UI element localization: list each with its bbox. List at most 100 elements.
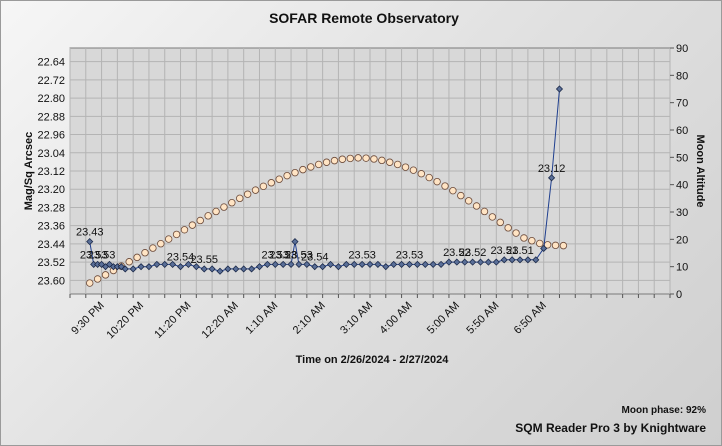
- moon-altitude-point: [180, 226, 189, 234]
- sqm-point: [342, 260, 350, 268]
- x-tick-label: 5:50 AM: [464, 300, 501, 337]
- x-tick-label: 6:50 AM: [512, 300, 549, 337]
- grid-lines: [69, 48, 671, 298]
- sqm-point: [240, 265, 248, 273]
- moon-altitude-point: [236, 194, 244, 203]
- moon-altitude-point: [393, 160, 402, 169]
- sqm-point: [445, 258, 453, 266]
- moon-altitude-point: [559, 241, 568, 250]
- sqm-point: [192, 263, 200, 271]
- sqm-point: [208, 265, 216, 273]
- y2-tick-label: 80: [676, 70, 688, 82]
- moon-altitude-point: [157, 240, 165, 248]
- sqm-point: [469, 258, 477, 266]
- sqm-point: [524, 256, 532, 264]
- moon-altitude-point: [449, 186, 457, 195]
- moon-altitude-point: [362, 154, 370, 162]
- moon-altitude-point: [480, 207, 489, 216]
- y-tick-label: 22.80: [37, 93, 65, 105]
- y-tick-label: 23.60: [37, 275, 65, 287]
- sqm-data-label: 23.51: [490, 245, 518, 257]
- sqm-point: [232, 265, 240, 273]
- x-tick-label: 9:30 PM: [69, 300, 106, 337]
- sqm-data-label: 23.52: [459, 247, 487, 259]
- y2-tick-label: 40: [676, 180, 688, 192]
- y2-tick-label: 10: [676, 262, 688, 274]
- sqm-data-label: 23.53: [261, 249, 289, 261]
- x-axis-title: Time on 2/26/2024 - 2/27/2024: [296, 354, 450, 366]
- moon-altitude-point: [275, 175, 283, 183]
- sqm-point: [500, 256, 508, 264]
- moon-altitude-point: [401, 163, 410, 171]
- sqm-point: [291, 238, 299, 246]
- y-tick-label: 23.44: [37, 239, 65, 251]
- moon-altitude-point: [457, 191, 465, 200]
- sqm-point: [224, 265, 232, 273]
- moon-altitude-point: [330, 156, 339, 165]
- y2-tick-label: 60: [676, 125, 688, 137]
- moon-altitude-point: [338, 155, 347, 163]
- sqm-point: [437, 260, 445, 268]
- moon-altitude-point: [433, 177, 441, 186]
- sqm-data-label: 23.53: [80, 249, 108, 261]
- sqm-point: [555, 85, 564, 93]
- moon-altitude-point: [251, 186, 260, 194]
- sqm-point: [184, 260, 192, 268]
- x-tick-label: 2:10 AM: [291, 300, 328, 337]
- sqm-data-label: 23.55: [190, 254, 218, 266]
- y2-axis-title: Moon Altitude: [694, 135, 706, 208]
- sqm-point: [137, 263, 145, 271]
- moon-altitude-point: [125, 258, 133, 266]
- moon-altitude-point: [378, 156, 386, 165]
- x-tick-label: 5:00 AM: [425, 300, 462, 337]
- y2-tick-label: 20: [676, 234, 688, 246]
- right-axis-ticks: 0 10 20 30 40 50 60 70 80 90: [670, 43, 688, 301]
- sqm-point: [350, 260, 358, 268]
- sqm-data-label: 23.43: [76, 227, 104, 239]
- sqm-point: [453, 258, 461, 266]
- y2-tick-label: 50: [676, 152, 688, 164]
- sqm-data-label: 23.53: [285, 249, 313, 261]
- y-tick-label: 23.28: [37, 202, 65, 214]
- sqm-point: [303, 260, 311, 268]
- sqm-point: [216, 267, 224, 275]
- sqm-point: [161, 260, 169, 268]
- moon-altitude-point: [504, 224, 512, 232]
- y-axis-title: Mag/Sq Arcsec: [23, 132, 35, 210]
- moon-altitude-point: [141, 249, 149, 257]
- moon-altitude-point: [488, 213, 497, 221]
- moon-altitude-point: [299, 165, 307, 174]
- moon-altitude-point: [528, 236, 536, 245]
- sqm-point: [153, 260, 161, 268]
- moon-altitude-point: [346, 154, 354, 163]
- sqm-point: [287, 260, 295, 268]
- sqm-point: [326, 260, 335, 268]
- moon-altitude-point: [267, 179, 276, 187]
- moon-altitude-point: [472, 202, 481, 210]
- moon-altitude-point: [536, 239, 544, 248]
- moon-altitude-point: [133, 253, 141, 262]
- moon-altitude-point: [220, 203, 228, 211]
- sqm-data-label: 23.52: [443, 247, 471, 259]
- sqm-point: [263, 260, 271, 268]
- chart-title: SOFAR Remote Observatory: [269, 10, 459, 26]
- moon-altitude-point: [172, 230, 181, 239]
- moon-altitude-point: [212, 207, 220, 216]
- y-tick-label: 22.72: [37, 75, 65, 87]
- moon-altitude-point: [101, 271, 110, 279]
- sqm-point: [548, 174, 556, 182]
- moon-altitude-point: [322, 158, 331, 166]
- sqm-point: [358, 260, 366, 268]
- sqm-data-label: 23.53: [348, 249, 376, 261]
- moon-altitude-point: [204, 212, 212, 220]
- moon-altitude-point: [354, 154, 362, 162]
- moon-altitude-point: [520, 234, 528, 242]
- sqm-point: [334, 263, 342, 271]
- moon-altitude-point: [386, 158, 394, 166]
- y-tick-label: 23.52: [37, 257, 65, 269]
- moon-altitude-point: [441, 182, 449, 190]
- y-tick-label: 23.04: [37, 148, 65, 160]
